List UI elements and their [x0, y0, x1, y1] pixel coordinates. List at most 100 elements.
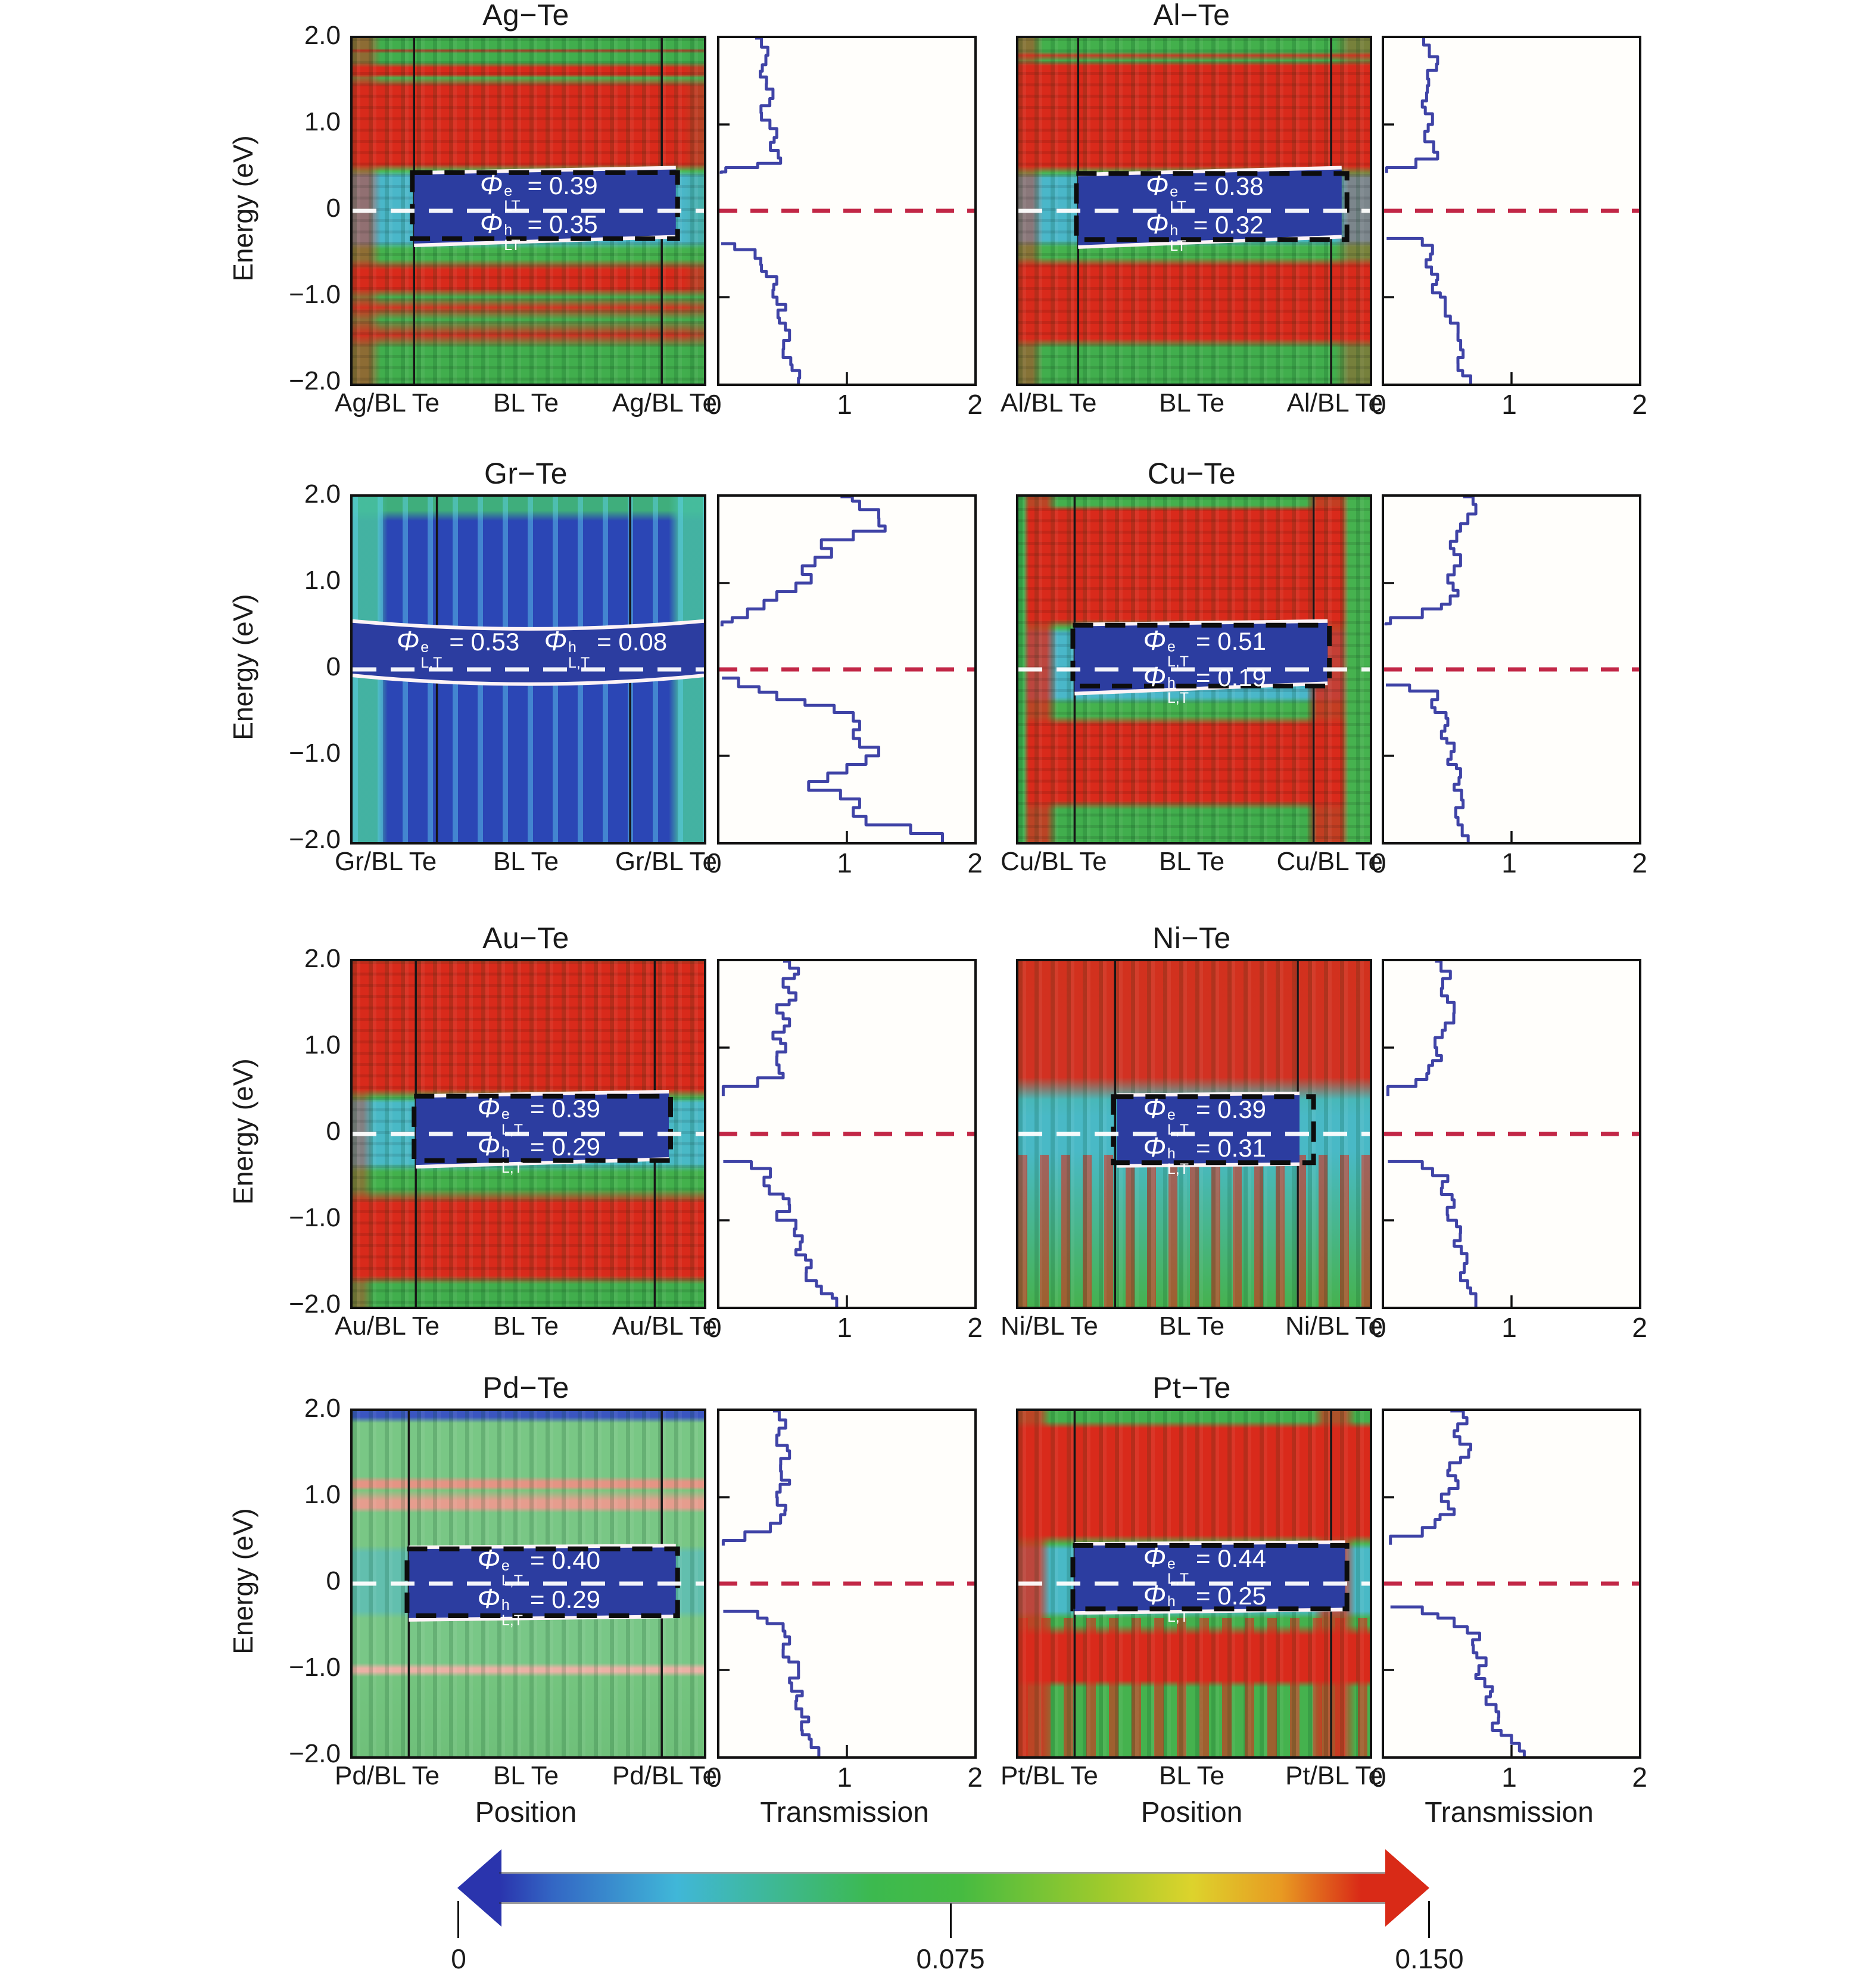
position-tick-right: Al/BL Te	[1286, 388, 1383, 417]
colorbar-tick-min	[457, 1901, 459, 1938]
transmission-tick-labels: 0 1 2	[1371, 847, 1647, 879]
heatmap-overlay	[1018, 497, 1370, 842]
energy-tick: −2.0	[289, 1289, 341, 1319]
position-tick-center: BL Te	[493, 1311, 559, 1341]
energy-tick: 2.0	[304, 1394, 341, 1423]
energy-tick: −1.0	[289, 739, 341, 768]
panel-title: Cu−Te	[1147, 457, 1236, 490]
transmission-plot	[1382, 494, 1641, 845]
energy-axis-label: Energy (eV)	[228, 1508, 258, 1654]
transmission-curve	[1384, 497, 1639, 842]
transmission-tick-labels: 0 1 2	[1371, 1311, 1647, 1344]
energy-tick: 0	[326, 652, 341, 681]
position-tick-center: BL Te	[1158, 1311, 1225, 1341]
phi-supsub: e L,T	[501, 1106, 523, 1138]
energy-tick: −2.0	[289, 366, 341, 395]
transmission-panel: 0 1 2	[1371, 494, 1647, 878]
panel-title: Ni−Te	[1152, 921, 1231, 955]
transmission-tick-2: 2	[1632, 389, 1647, 420]
panel-title: Gr−Te	[484, 457, 568, 490]
phi-supsub: e L,T	[1167, 1555, 1189, 1588]
energy-tick: 1.0	[304, 107, 341, 136]
transmission-tick-labels: 0 1 2	[706, 847, 983, 879]
phi-symbol: Φ	[1145, 169, 1169, 201]
position-tick-labels: Cu/BL Te BL Te Cu/BL Te	[1001, 847, 1383, 877]
transmission-tick-1: 1	[837, 389, 852, 420]
colorbar-tick-mid	[950, 1903, 952, 1938]
energy-tick: −2.0	[289, 825, 341, 854]
transmission-plot	[717, 959, 977, 1309]
phi-supsub: e L,T	[1167, 638, 1189, 671]
colorbar-label-mid: 0.075	[916, 1943, 985, 1974]
phi-symbol: Φ	[1145, 208, 1169, 240]
position-tick-center: BL Te	[1158, 847, 1225, 876]
transmission-panel: 0 1 2	[1371, 959, 1647, 1343]
transmission-curve	[1384, 38, 1639, 384]
position-tick-left: Pd/BL Te	[335, 1761, 440, 1790]
energy-tick: 2.0	[304, 479, 341, 509]
transmission-tick-2: 2	[967, 1762, 983, 1793]
position-tick-left: Ni/BL Te	[1001, 1311, 1098, 1341]
phi-symbol: Φ	[1143, 1541, 1166, 1573]
phi-symbol: Φ	[1143, 1579, 1166, 1611]
position-tick-right: Pd/BL Te	[612, 1761, 717, 1790]
transmission-axis-caption-left: Transmission	[760, 1797, 929, 1828]
phi-supsub: h L,T	[1167, 1593, 1189, 1625]
position-tick-center: BL Te	[1158, 1761, 1225, 1790]
position-tick-center: BL Te	[493, 388, 559, 417]
energy-tick: −1.0	[289, 280, 341, 309]
position-tick-labels: Pt/BL Te BL Te Pt/BL Te	[1001, 1761, 1383, 1791]
transmission-tick-1: 1	[837, 1312, 852, 1343]
energy-tick: 2.0	[304, 944, 341, 973]
colorbar-gradient	[499, 1874, 1388, 1902]
energy-tick: 0	[326, 1566, 341, 1596]
transmission-curve	[719, 38, 974, 384]
position-axis-caption-left: Position	[475, 1797, 577, 1828]
position-tick-center: BL Te	[493, 847, 559, 876]
heatmap-overlay	[353, 1411, 704, 1756]
phi-symbol: Φ	[477, 1543, 500, 1575]
transmission-tick-0: 0	[706, 1762, 722, 1793]
transmission-tick-labels: 0 1 2	[706, 1311, 983, 1344]
panel-title: Ag−Te	[482, 0, 569, 32]
transmission-tick-labels: 0 1 2	[1371, 388, 1647, 420]
transmission-curve	[1384, 961, 1639, 1307]
heatmap-overlay	[1018, 1411, 1370, 1756]
position-tick-right: Au/BL Te	[612, 1311, 717, 1341]
panel-title: Pt−Te	[1152, 1371, 1231, 1404]
transmission-tick-1: 1	[1501, 1312, 1517, 1343]
position-tick-left: Cu/BL Te	[1001, 847, 1107, 876]
position-tick-labels: Gr/BL Te BL Te Gr/BL Te	[335, 847, 717, 877]
transmission-tick-2: 2	[967, 389, 983, 420]
transmission-tick-labels: 0 1 2	[706, 388, 983, 420]
colorbar-label-min: 0	[451, 1943, 466, 1974]
transmission-curve	[719, 497, 974, 842]
position-tick-center: BL Te	[1158, 388, 1225, 417]
position-tick-left: Al/BL Te	[1001, 388, 1097, 417]
transmission-panel: 0 1 2	[706, 36, 983, 420]
transmission-tick-1: 1	[1501, 847, 1517, 878]
transmission-curve	[1384, 1411, 1639, 1756]
phi-symbol: Φ	[1143, 624, 1166, 656]
transmission-curve	[719, 1411, 974, 1756]
